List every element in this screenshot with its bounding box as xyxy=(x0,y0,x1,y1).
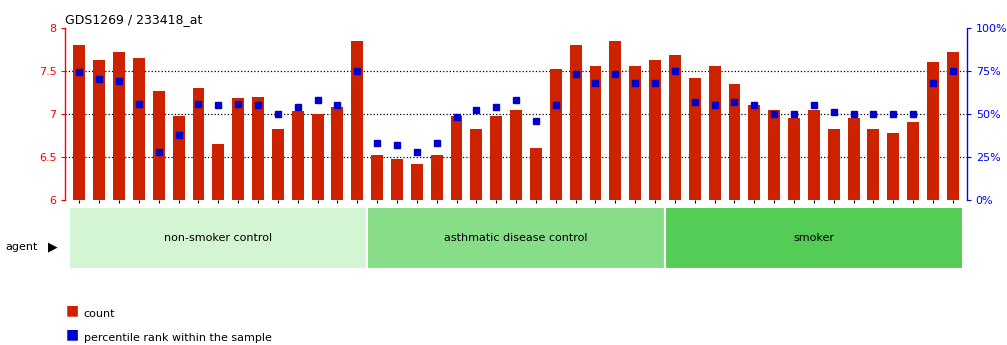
Bar xyxy=(368,207,665,269)
Text: ▶: ▶ xyxy=(48,240,58,253)
Bar xyxy=(511,110,522,200)
Bar xyxy=(589,66,601,200)
Bar xyxy=(788,118,800,200)
Bar xyxy=(867,129,879,200)
Bar xyxy=(609,41,621,200)
Bar xyxy=(450,117,462,200)
Bar xyxy=(728,84,740,200)
Bar xyxy=(550,69,562,200)
Bar xyxy=(233,98,244,200)
Bar xyxy=(689,78,701,200)
Bar xyxy=(848,118,860,200)
Text: percentile rank within the sample: percentile rank within the sample xyxy=(84,333,272,343)
Bar xyxy=(172,117,184,200)
Bar xyxy=(94,60,105,200)
Bar xyxy=(709,66,721,200)
Bar xyxy=(411,164,423,200)
Bar xyxy=(311,114,323,200)
Text: ■: ■ xyxy=(65,327,79,342)
Bar xyxy=(470,129,482,200)
Bar xyxy=(629,66,641,200)
Text: GDS1269 / 233418_at: GDS1269 / 233418_at xyxy=(65,13,202,27)
Text: asthmatic disease control: asthmatic disease control xyxy=(444,233,588,243)
Bar xyxy=(391,159,403,200)
Bar xyxy=(69,207,368,269)
Bar xyxy=(331,107,343,200)
Bar xyxy=(113,52,125,200)
Text: ■: ■ xyxy=(65,303,79,317)
Bar xyxy=(907,122,919,200)
Bar xyxy=(133,58,145,200)
Bar xyxy=(669,55,681,200)
Bar xyxy=(212,144,225,200)
Bar xyxy=(887,133,899,200)
Bar xyxy=(252,97,264,200)
Bar xyxy=(570,45,582,200)
Bar xyxy=(372,155,383,200)
Bar xyxy=(808,110,820,200)
Bar xyxy=(192,88,204,200)
Bar xyxy=(490,117,502,200)
Text: agent: agent xyxy=(5,242,37,252)
Bar xyxy=(292,111,304,200)
Bar xyxy=(272,129,284,200)
Bar xyxy=(530,148,542,200)
Bar xyxy=(927,62,939,200)
Bar xyxy=(665,207,963,269)
Bar xyxy=(947,52,959,200)
Bar xyxy=(153,91,165,200)
Bar xyxy=(351,41,364,200)
Text: count: count xyxy=(84,309,115,319)
Bar xyxy=(650,60,661,200)
Bar xyxy=(828,129,840,200)
Text: smoker: smoker xyxy=(794,233,835,243)
Bar xyxy=(768,110,780,200)
Bar xyxy=(431,155,443,200)
Bar xyxy=(748,105,760,200)
Bar xyxy=(74,45,86,200)
Text: non-smoker control: non-smoker control xyxy=(164,233,272,243)
